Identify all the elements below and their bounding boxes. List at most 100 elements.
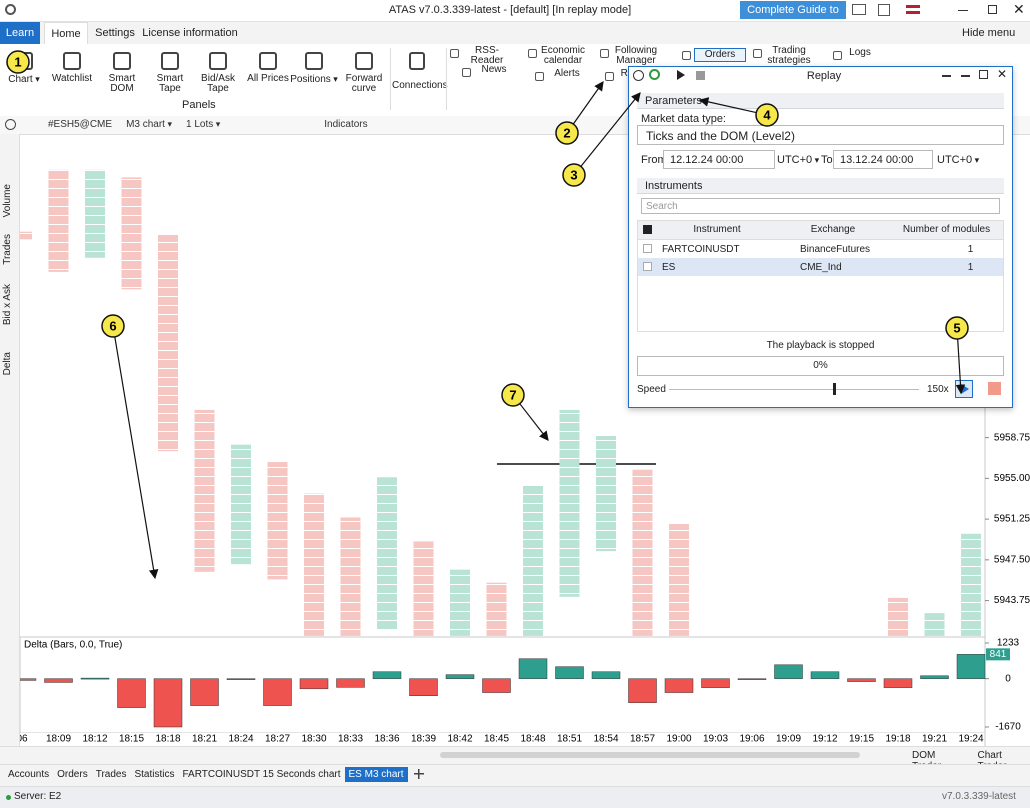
add-tab[interactable] (413, 769, 424, 779)
side-tab[interactable]: Volume (2, 184, 13, 218)
footprint-column (669, 523, 689, 636)
column-header[interactable]: Instrument (693, 224, 741, 235)
delta-bar (518, 658, 548, 679)
side-tab[interactable]: Bid x Ask (2, 284, 13, 326)
replay-window: Replay ✕ Parameters Market data type: Ti… (628, 66, 1013, 408)
from-label: From: (641, 154, 670, 166)
delta-bar (117, 678, 146, 708)
side-tab[interactable]: Trades (2, 234, 13, 265)
column-header[interactable]: Exchange (810, 224, 856, 235)
camera-icon[interactable] (852, 4, 866, 15)
from-timezone[interactable]: UTC+0 (777, 154, 819, 166)
bottom-tab[interactable]: Trades (95, 768, 127, 780)
delta-bar (701, 678, 730, 688)
speed-value: 150x (927, 384, 949, 395)
footprint-column (413, 541, 434, 636)
table-cell: FARTCOINUSDT (662, 244, 740, 255)
ribbon-button[interactable]: Smart DOM (98, 48, 146, 98)
close-button[interactable]: ✕ (1013, 1, 1025, 17)
footprint-column (121, 177, 142, 290)
footprint-column (340, 517, 361, 636)
tool-button[interactable]: Economic calendar (541, 45, 585, 66)
bottom-tab[interactable]: Statistics (134, 768, 175, 780)
scrollbar[interactable] (440, 752, 860, 758)
table-cell: 1 (967, 244, 974, 255)
bottom-tab[interactable]: Orders (57, 768, 88, 780)
guide-button[interactable]: Complete Guide to ATAS (740, 1, 846, 34)
search-box[interactable]: Search (641, 198, 1000, 214)
tool-button[interactable]: Trading strategies (767, 45, 811, 66)
tool-button[interactable]: Logs (849, 47, 871, 58)
delta-bar (336, 678, 365, 688)
table-header: Instrument Exchange Number of modules (638, 221, 1003, 240)
ribbon-icon (15, 52, 33, 70)
ribbon-button[interactable]: Positions (290, 48, 338, 98)
footprint-column (888, 597, 908, 636)
to-timezone[interactable]: UTC+0 (937, 154, 979, 166)
speed-slider[interactable] (669, 389, 919, 390)
menu-tab[interactable]: Settings (95, 27, 135, 39)
menu-tab[interactable]: Learn (0, 22, 40, 44)
time-label: 18:42 (447, 734, 472, 745)
speed-thumb[interactable] (833, 383, 836, 395)
stop-small[interactable] (696, 71, 705, 80)
to-date[interactable]: 13.12.24 00:00 (833, 150, 933, 169)
ribbon-button[interactable]: Chart (0, 48, 48, 98)
bottom-tab[interactable]: FARTCOINUSDT 15 Seconds chart (182, 768, 341, 780)
minimize-button[interactable] (961, 75, 970, 77)
footprint-column (85, 169, 105, 258)
tool-button[interactable]: RSS-Reader (470, 45, 504, 66)
footprint-column (194, 409, 215, 572)
table-cell: ES (662, 262, 676, 273)
time-label: 18:36 (374, 734, 399, 745)
delta-bar (80, 677, 110, 680)
chart-logo (5, 119, 16, 130)
time-label: 18:15 (119, 734, 144, 745)
table-row[interactable]: ES CME_Ind 1 (638, 258, 1003, 276)
tool-button[interactable]: Alerts (554, 68, 580, 79)
play-small[interactable] (677, 70, 685, 80)
tool-button[interactable]: Orders (694, 48, 746, 62)
tool-button[interactable]: Following Manager (614, 45, 658, 66)
ribbon-button[interactable]: Watchlist (48, 48, 96, 98)
bottom-tab[interactable]: ES M3 chart (344, 766, 408, 782)
menu-tab[interactable]: Home (44, 22, 88, 44)
connections-button[interactable]: Connections (392, 48, 448, 104)
ribbon-button[interactable]: Bid/Ask Tape (194, 48, 242, 98)
ribbon-button[interactable]: All Prices (244, 48, 292, 98)
menu-tab[interactable]: License information (142, 27, 238, 39)
table-row[interactable]: FARTCOINUSDT BinanceFutures 1 (638, 240, 1003, 258)
bottom-tab[interactable]: Accounts (8, 768, 50, 780)
ribbon-button[interactable]: Smart Tape (146, 48, 194, 98)
maximize-button[interactable] (988, 5, 997, 14)
time-label: 18:27 (265, 734, 290, 745)
ribbon-button[interactable]: Forward curve (340, 48, 388, 98)
lots[interactable]: 1 Lots (186, 119, 220, 130)
column-header[interactable]: Number of modules (902, 224, 991, 235)
close-button[interactable]: ✕ (997, 67, 1008, 81)
stop-button[interactable] (988, 382, 1001, 395)
delta-bar (445, 674, 475, 679)
time-label: 19:03 (703, 734, 728, 745)
delta-bar (482, 678, 511, 693)
from-date[interactable]: 12.12.24 00:00 (663, 150, 775, 169)
power-button[interactable] (649, 69, 660, 80)
hide-menu[interactable]: Hide menu (962, 27, 1016, 39)
replay-title: Replay (806, 70, 842, 82)
minimize-button[interactable] (958, 10, 968, 11)
server[interactable]: Server: E2 (14, 791, 62, 802)
pin-button[interactable] (942, 75, 951, 77)
side-tab[interactable]: Delta (2, 352, 13, 376)
tool-button[interactable]: Re (620, 68, 634, 79)
time-label: 19:21 (922, 734, 947, 745)
tool-button[interactable]: News (481, 64, 507, 75)
help-icon[interactable] (878, 4, 890, 16)
play-button[interactable] (955, 380, 973, 398)
market-data-select[interactable]: Ticks and the DOM (Level2) (637, 125, 1004, 145)
indicators[interactable]: Indicators (324, 119, 368, 130)
menu-bar: Hide menu Learn Home Settings License infor… (0, 22, 1030, 44)
maximize-button[interactable] (979, 70, 988, 79)
language-flag[interactable] (906, 5, 920, 14)
timeframe[interactable]: M3 chart (126, 119, 172, 130)
symbol[interactable]: #ESH5@CME (48, 119, 113, 130)
